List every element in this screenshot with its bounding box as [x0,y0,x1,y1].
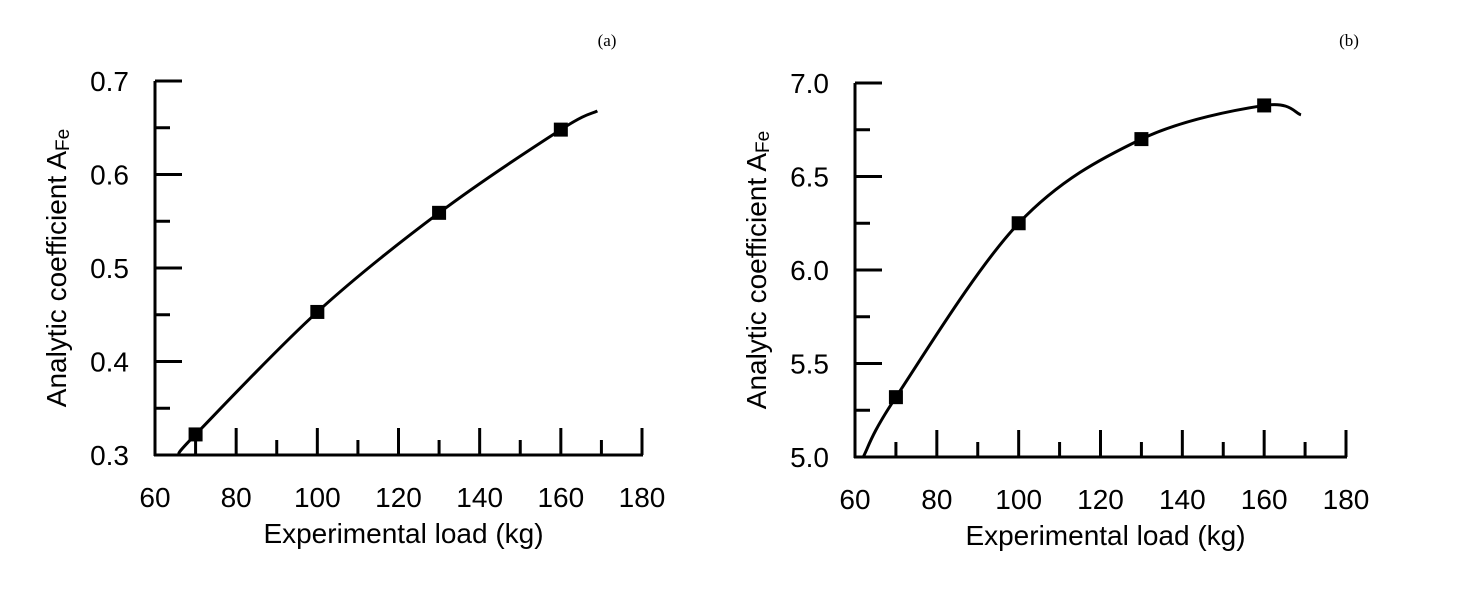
y-tick-label: 0.4 [90,347,129,378]
y-tick-label: 0.6 [90,160,129,191]
data-point-marker [188,427,203,442]
data-point-marker [1134,132,1149,147]
chart-panel-a: 0.3 0.4 0.5 0.6 0.7 60 80 100 120 140 160 180 Experi… [41,31,665,549]
fit-curve [861,103,1302,458]
x-tick-label: 60 [139,482,170,513]
data-point-marker [553,122,568,137]
x-tick-label: 60 [839,484,870,515]
y-axis-title: Analytic coefficient AFe [741,131,774,409]
data-point-marker [432,205,447,220]
y-tick-label: 0.3 [90,440,129,471]
y-axis-title-subscript: Fe [753,131,774,153]
x-tick-label: 120 [375,482,422,513]
chart-panel-b: 5.0 5.5 6.0 6.5 7.0 60 80 100 120 140 160 180 Experi… [741,31,1369,551]
data-point-marker [310,304,325,319]
y-axis-title: Analytic coefficient AFe [41,129,74,407]
data-point-marker [1011,216,1026,231]
y-tick-label: 5.0 [790,442,829,473]
y-tick-label: 0.7 [90,66,129,97]
x-tick-label: 140 [456,482,503,513]
y-axis-title-main: Analytic coefficient A [741,153,772,410]
data-point-marker [888,390,903,405]
data-point-marker [1257,98,1272,113]
y-tick-label: 5.5 [790,349,829,380]
x-tick-label: 140 [1159,484,1206,515]
x-axis-title: Experimental load (kg) [263,518,543,549]
y-axis-title-subscript: Fe [53,129,74,151]
x-tick-label: 160 [537,482,584,513]
y-tick-label: 6.0 [790,255,829,286]
y-axis-title-main: Analytic coefficient A [41,151,72,408]
panel-label: (b) [1339,31,1359,50]
y-tick-label: 0.5 [90,253,129,284]
x-tick-label: 160 [1241,484,1288,515]
x-tick-label: 100 [995,484,1042,515]
x-axis-title: Experimental load (kg) [965,520,1245,551]
panel-label: (a) [598,31,617,50]
fit-curve [176,109,599,456]
x-tick-label: 80 [921,484,952,515]
x-tick-label: 180 [619,482,666,513]
x-tick-label: 120 [1077,484,1124,515]
x-tick-label: 100 [294,482,341,513]
x-tick-label: 80 [221,482,252,513]
y-tick-label: 7.0 [790,68,829,99]
x-tick-label: 180 [1323,484,1370,515]
y-tick-label: 6.5 [790,162,829,193]
